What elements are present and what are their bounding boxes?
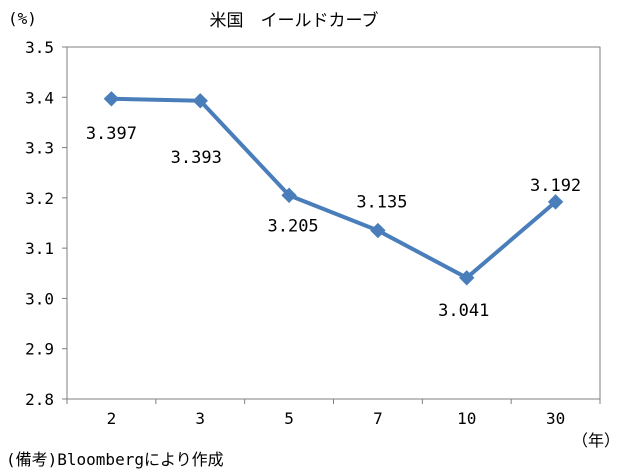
x-tick-label: 2 [107, 409, 117, 428]
data-point-marker [459, 270, 475, 286]
data-point-marker [547, 194, 564, 210]
x-tick-label: 7 [373, 409, 383, 428]
source-note: (備考)Bloombergにより作成 [6, 450, 224, 469]
y-tick-label: 3.2 [25, 189, 54, 208]
series-line [111, 96, 557, 280]
data-labels-group: 3.397 3.393 3.205 3.135 3.041 3.192 [86, 124, 581, 321]
data-label: 3.135 [356, 193, 407, 213]
x-tick-label: 10 [457, 409, 476, 428]
data-point-marker [103, 91, 120, 107]
x-axis-unit-label: （年） [572, 431, 618, 450]
y-tick-label: 3.0 [25, 289, 54, 308]
data-label: 3.393 [171, 148, 222, 168]
x-tick-label: 5 [284, 409, 294, 428]
x-axis: 2 3 5 7 10 30 [66, 399, 601, 428]
y-tick-label: 3.1 [25, 239, 54, 258]
data-point-marker [192, 93, 208, 109]
y-tick-label: 3.5 [25, 38, 54, 57]
data-label: 3.397 [86, 124, 137, 144]
y-axis-unit-label: (%) [8, 9, 37, 28]
y-tick-label: 3.3 [25, 139, 54, 158]
data-point-marker [281, 187, 297, 204]
series-group [103, 91, 564, 286]
x-tick-label: 3 [195, 409, 205, 428]
chart-title: 米国 イールドカーブ [210, 10, 379, 31]
y-tick-label: 3.4 [25, 88, 54, 107]
y-axis: 3.5 3.4 3.3 3.2 3.1 3.0 2.9 2.8 [25, 38, 67, 409]
y-tick-label: 2.8 [25, 390, 54, 409]
data-point-marker [370, 222, 386, 239]
x-tick-label: 30 [546, 409, 565, 428]
y-tick-label: 2.9 [25, 340, 54, 359]
data-label: 3.205 [267, 216, 318, 236]
data-label: 3.192 [530, 176, 581, 196]
data-label: 3.041 [438, 301, 489, 321]
